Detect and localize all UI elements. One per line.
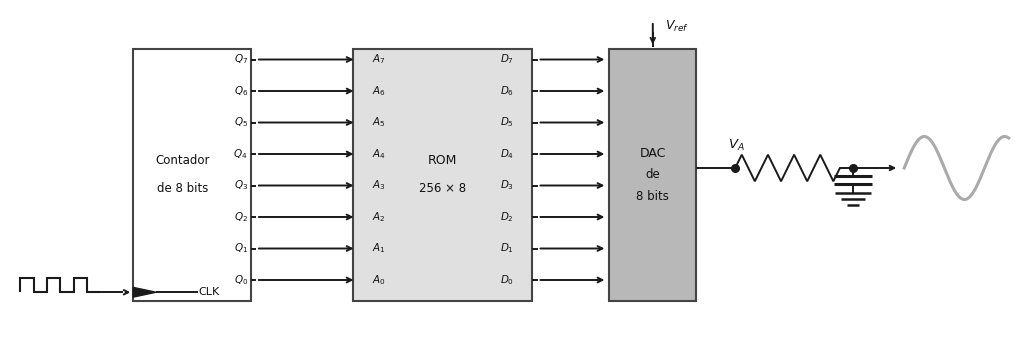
Text: 8 bits: 8 bits xyxy=(636,189,670,203)
Polygon shape xyxy=(133,287,156,297)
Text: $A_{5}$: $A_{5}$ xyxy=(372,116,385,130)
Text: $A_{2}$: $A_{2}$ xyxy=(372,210,385,224)
Text: $Q_{4}$: $Q_{4}$ xyxy=(233,147,248,161)
Text: CLK: CLK xyxy=(198,287,219,297)
Text: Contador: Contador xyxy=(156,154,210,168)
Text: $Q_{1}$: $Q_{1}$ xyxy=(233,241,248,255)
Text: $D_{4}$: $D_{4}$ xyxy=(500,147,514,161)
Text: $D_{2}$: $D_{2}$ xyxy=(500,210,514,224)
Text: $Q_{7}$: $Q_{7}$ xyxy=(233,52,248,66)
Text: $Q_{3}$: $Q_{3}$ xyxy=(233,178,248,192)
Text: $D_{3}$: $D_{3}$ xyxy=(500,178,514,192)
Text: $D_{0}$: $D_{0}$ xyxy=(500,273,514,287)
Bar xyxy=(353,49,532,301)
Text: $Q_{5}$: $Q_{5}$ xyxy=(233,116,248,130)
Text: $Q_{6}$: $Q_{6}$ xyxy=(233,84,248,98)
Text: $A_{6}$: $A_{6}$ xyxy=(372,84,385,98)
Text: $A_{0}$: $A_{0}$ xyxy=(372,273,385,287)
Text: $A_{7}$: $A_{7}$ xyxy=(372,52,385,66)
Text: DAC: DAC xyxy=(640,147,666,161)
Text: $V_A$: $V_A$ xyxy=(728,138,744,153)
Text: $Q_{0}$: $Q_{0}$ xyxy=(233,273,248,287)
Text: $D_{7}$: $D_{7}$ xyxy=(500,52,514,66)
Bar xyxy=(609,49,696,301)
Text: de: de xyxy=(645,168,660,182)
Text: 256 × 8: 256 × 8 xyxy=(419,182,467,196)
Text: ROM: ROM xyxy=(428,154,458,168)
Text: $Q_{2}$: $Q_{2}$ xyxy=(233,210,248,224)
Text: $D_{5}$: $D_{5}$ xyxy=(500,116,514,130)
Text: $A_{1}$: $A_{1}$ xyxy=(372,241,385,255)
Bar xyxy=(133,49,251,301)
Text: de 8 bits: de 8 bits xyxy=(157,182,208,196)
Text: $V_{ref}$: $V_{ref}$ xyxy=(666,19,689,34)
Text: $D_{6}$: $D_{6}$ xyxy=(500,84,514,98)
Text: $D_{1}$: $D_{1}$ xyxy=(500,241,514,255)
Text: $A_{3}$: $A_{3}$ xyxy=(372,178,385,192)
Text: $A_{4}$: $A_{4}$ xyxy=(372,147,386,161)
